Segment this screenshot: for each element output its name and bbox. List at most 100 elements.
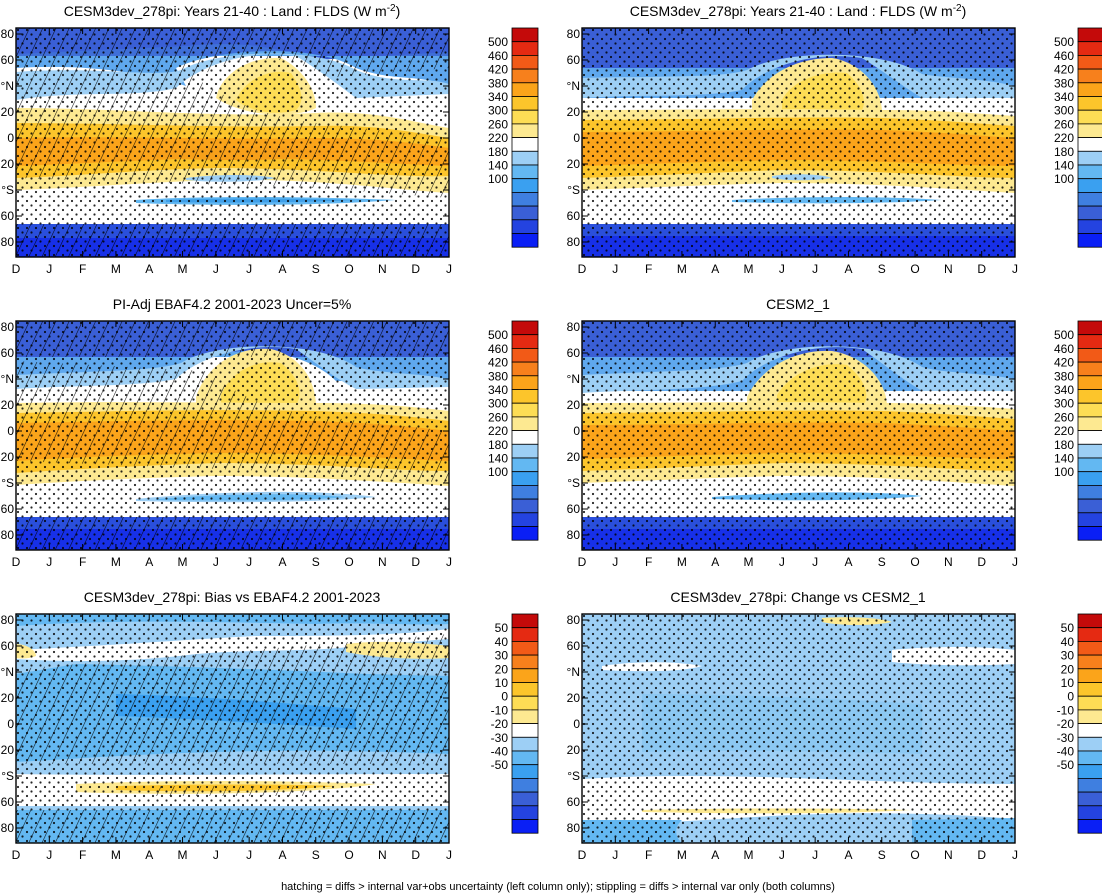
colorbar-swatch (511, 668, 539, 683)
x-tick-label: N (378, 555, 387, 569)
x-tick-label: J (46, 262, 52, 276)
y-tick-label: 80 (1, 613, 15, 627)
y-tick-label: 20 (1, 743, 15, 757)
colorbar-swatch (511, 68, 539, 84)
x-tick-label: J (213, 555, 219, 569)
y-tick-label: 80 (1, 320, 15, 334)
colorbar-label: 180 (488, 438, 508, 452)
colorbar-swatch (511, 654, 539, 670)
x-tick-label: D (578, 555, 587, 569)
y-tick-label: °S (1, 476, 14, 490)
x-tick-label: J (446, 848, 452, 862)
x-tick-label: O (910, 555, 919, 569)
colorbar-label: 260 (1054, 117, 1074, 131)
y-tick-label: 20 (567, 743, 581, 757)
colorbar-swatch (1077, 668, 1102, 683)
y-tick-label: 20 (1, 398, 15, 412)
x-tick-label: M (178, 555, 188, 569)
colorbar-label: 460 (488, 49, 508, 63)
x-tick-label: S (878, 848, 886, 862)
panel-1-axes: D J F M A M J J A S O N D J 80 60 °N 20 0 20 °S 60 80 (1, 27, 452, 276)
y-tick-label: 80 (567, 320, 581, 334)
x-tick-label: J (612, 555, 618, 569)
colorbar-swatch (511, 191, 539, 207)
x-tick-label: D (411, 555, 420, 569)
colorbar-swatch (511, 361, 539, 377)
colorbar-swatch (1077, 402, 1102, 418)
colorbar-label: -50 (491, 758, 509, 772)
y-tick-label: 60 (1, 639, 15, 653)
y-tick-label: 60 (1, 502, 15, 516)
panel-2-title: CESM3dev_278pi: Years 21-40 : Land : FLD… (630, 3, 967, 19)
colorbar-label: 500 (1054, 35, 1074, 49)
panel-1-title: CESM3dev_278pi: Years 21-40 : Land : FLD… (64, 3, 401, 19)
x-tick-label: J (46, 848, 52, 862)
colorbar-swatch (511, 137, 539, 152)
colorbar-label: 100 (1054, 172, 1074, 186)
colorbar-label: 260 (488, 410, 508, 424)
x-tick-label: A (711, 262, 719, 276)
colorbar-swatch (1077, 457, 1102, 473)
panel-6-frame (581, 613, 1016, 844)
x-tick-label: F (645, 262, 652, 276)
x-tick-label: M (744, 262, 754, 276)
panel-6-title: CESM3dev_278pi: Change vs CESM2_1 (670, 589, 925, 605)
colorbar-swatch (511, 389, 539, 404)
colorbar-label: 260 (488, 117, 508, 131)
x-tick-label: J (779, 848, 785, 862)
colorbar-swatch (511, 375, 539, 390)
colorbar-label: 40 (1061, 635, 1075, 649)
x-tick-label: A (278, 848, 286, 862)
y-tick-label: 60 (1, 795, 15, 809)
y-tick-label: °S (1, 769, 14, 783)
colorbar-swatch (511, 123, 539, 139)
x-tick-label: N (944, 848, 953, 862)
x-tick-label: F (79, 848, 86, 862)
colorbar-swatch (511, 471, 539, 486)
colorbar-label: 500 (1054, 328, 1074, 342)
colorbar-swatch (511, 320, 539, 336)
y-tick-label: °S (567, 183, 580, 197)
colorbar-swatch (511, 334, 539, 349)
colorbar-swatch (1077, 164, 1102, 180)
x-tick-label: J (812, 555, 818, 569)
x-tick-label: A (711, 848, 719, 862)
colorbar-label: -30 (491, 731, 509, 745)
x-tick-label: J (1012, 848, 1018, 862)
panel-3-title: PI-Adj EBAF4.2 2001-2023 Uncer=5% (113, 296, 352, 312)
panel-1-field (16, 28, 449, 257)
colorbar-swatch (1077, 137, 1102, 152)
x-tick-label: F (79, 555, 86, 569)
colorbar-swatch (1077, 484, 1102, 500)
colorbar-swatch (1077, 68, 1102, 84)
x-tick-label: S (312, 848, 320, 862)
colorbar-swatch (511, 109, 539, 125)
y-tick-label: 60 (567, 639, 581, 653)
colorbar-label: 340 (488, 90, 508, 104)
colorbar-swatch (1077, 82, 1102, 97)
panel-2-axes: D J F M A M J J A S O N D J 80 60 °N 20 0 20 °S 60 80 (567, 27, 1018, 276)
colorbar-swatch (1077, 320, 1102, 336)
colorbar-swatch (511, 27, 539, 43)
y-tick-label: 20 (567, 157, 581, 171)
x-tick-label: J (446, 262, 452, 276)
y-tick-label: 80 (567, 821, 581, 835)
y-tick-label: 60 (567, 795, 581, 809)
panel-3-field (16, 321, 449, 550)
panel-5-title: CESM3dev_278pi: Bias vs EBAF4.2 2001-202… (84, 589, 381, 605)
x-tick-label: A (844, 262, 852, 276)
colorbar-label: 460 (1054, 49, 1074, 63)
x-tick-label: D (977, 848, 986, 862)
colorbar-swatch (1077, 471, 1102, 486)
colorbar-label: 340 (488, 383, 508, 397)
y-tick-label: 60 (567, 209, 581, 223)
x-tick-label: N (944, 555, 953, 569)
colorbar-swatch (511, 778, 539, 793)
x-tick-label: J (213, 848, 219, 862)
x-tick-label: D (977, 555, 986, 569)
colorbar-label: 10 (1061, 676, 1075, 690)
x-tick-label: J (612, 848, 618, 862)
x-tick-label: J (246, 555, 252, 569)
x-tick-label: A (145, 262, 153, 276)
colorbar-swatch (1077, 109, 1102, 125)
